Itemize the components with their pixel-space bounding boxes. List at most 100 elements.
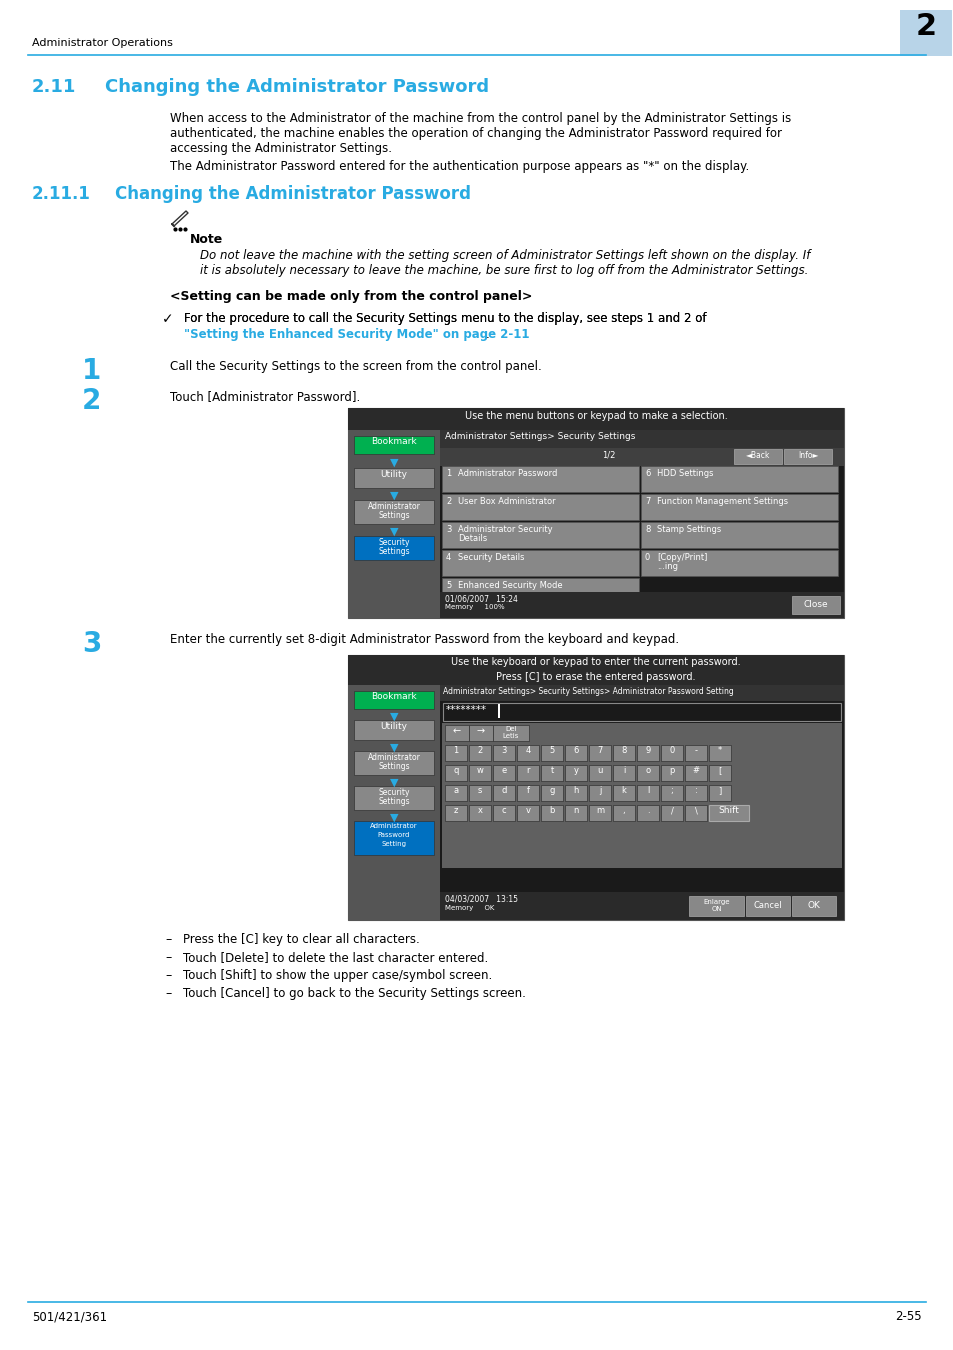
FancyBboxPatch shape (354, 720, 434, 740)
Text: p: p (669, 765, 674, 775)
FancyBboxPatch shape (791, 595, 840, 614)
FancyBboxPatch shape (493, 765, 515, 782)
Text: Close: Close (802, 599, 827, 609)
Text: x: x (477, 806, 482, 815)
Text: q: q (453, 765, 458, 775)
FancyBboxPatch shape (354, 536, 434, 560)
Text: –: – (165, 969, 172, 981)
Text: Touch [Shift] to show the upper case/symbol screen.: Touch [Shift] to show the upper case/sym… (183, 969, 492, 981)
FancyBboxPatch shape (660, 805, 682, 821)
Text: [Copy/Print]: [Copy/Print] (657, 554, 706, 562)
FancyBboxPatch shape (564, 765, 586, 782)
FancyBboxPatch shape (354, 821, 434, 855)
Text: Function Management Settings: Function Management Settings (657, 497, 787, 506)
Text: ◄Back: ◄Back (745, 451, 769, 460)
Text: Security Details: Security Details (457, 554, 524, 562)
Text: 6: 6 (573, 747, 578, 755)
Text: m: m (596, 806, 603, 815)
FancyBboxPatch shape (684, 805, 706, 821)
Text: 2.11.1: 2.11.1 (32, 185, 91, 202)
Text: authenticated, the machine enables the operation of changing the Administrator P: authenticated, the machine enables the o… (170, 127, 781, 140)
FancyBboxPatch shape (348, 684, 439, 919)
Text: .: . (485, 328, 489, 342)
Text: Touch [Cancel] to go back to the Security Settings screen.: Touch [Cancel] to go back to the Securit… (183, 987, 525, 1000)
Text: Setting: Setting (381, 841, 406, 846)
Text: Touch [Delete] to delete the last character entered.: Touch [Delete] to delete the last charac… (183, 950, 488, 964)
Text: v: v (525, 806, 530, 815)
FancyBboxPatch shape (613, 745, 635, 761)
Text: ;: ; (670, 786, 673, 795)
Text: i: i (622, 765, 624, 775)
FancyBboxPatch shape (708, 765, 730, 782)
Text: Administrator: Administrator (367, 502, 420, 512)
Text: Changing the Administrator Password: Changing the Administrator Password (115, 185, 471, 202)
Text: 8: 8 (620, 747, 626, 755)
FancyBboxPatch shape (444, 725, 469, 741)
FancyBboxPatch shape (354, 691, 434, 709)
Text: →: → (476, 726, 484, 736)
Text: Shift: Shift (718, 806, 739, 815)
Text: 3: 3 (446, 525, 451, 535)
FancyBboxPatch shape (444, 745, 467, 761)
FancyBboxPatch shape (708, 805, 748, 821)
FancyBboxPatch shape (493, 745, 515, 761)
Text: ▼: ▼ (390, 743, 397, 753)
Text: 3: 3 (500, 747, 506, 755)
Text: ←: ← (453, 726, 460, 736)
FancyBboxPatch shape (588, 784, 610, 801)
FancyBboxPatch shape (354, 500, 434, 524)
Text: /: / (670, 806, 673, 815)
Text: OK: OK (807, 900, 820, 910)
FancyBboxPatch shape (564, 805, 586, 821)
Text: 7: 7 (644, 497, 650, 506)
FancyBboxPatch shape (469, 784, 491, 801)
Text: Settings: Settings (377, 796, 410, 806)
Text: d: d (500, 786, 506, 795)
Text: z: z (454, 806, 457, 815)
FancyBboxPatch shape (684, 784, 706, 801)
Text: [: [ (718, 765, 720, 775)
FancyBboxPatch shape (684, 765, 706, 782)
Text: accessing the Administrator Settings.: accessing the Administrator Settings. (170, 142, 392, 155)
FancyBboxPatch shape (441, 494, 639, 520)
Text: Administrator: Administrator (370, 824, 417, 829)
Text: User Box Administrator: User Box Administrator (457, 497, 555, 506)
Text: 5: 5 (446, 580, 451, 590)
Text: 7: 7 (597, 747, 602, 755)
FancyBboxPatch shape (441, 549, 639, 576)
FancyBboxPatch shape (791, 896, 835, 917)
Text: –: – (165, 950, 172, 964)
Text: Administrator Operations: Administrator Operations (32, 38, 172, 49)
FancyBboxPatch shape (517, 805, 538, 821)
FancyBboxPatch shape (613, 784, 635, 801)
FancyBboxPatch shape (637, 765, 659, 782)
Text: e: e (501, 765, 506, 775)
FancyBboxPatch shape (493, 805, 515, 821)
Text: ✓: ✓ (162, 312, 173, 325)
Text: c: c (501, 806, 506, 815)
FancyBboxPatch shape (348, 655, 843, 671)
Text: HDD Settings: HDD Settings (657, 468, 713, 478)
FancyBboxPatch shape (588, 765, 610, 782)
Text: 9: 9 (644, 747, 650, 755)
Text: –: – (165, 933, 172, 946)
Text: 2: 2 (446, 497, 451, 506)
Text: 4: 4 (446, 554, 451, 562)
Text: 04/03/2007   13:15: 04/03/2007 13:15 (444, 894, 517, 903)
Text: Administrator Password: Administrator Password (457, 468, 557, 478)
Text: 6: 6 (644, 468, 650, 478)
Text: ]: ] (718, 786, 720, 795)
FancyBboxPatch shape (469, 725, 493, 741)
Text: 1: 1 (82, 356, 101, 385)
FancyBboxPatch shape (708, 745, 730, 761)
FancyBboxPatch shape (660, 765, 682, 782)
FancyBboxPatch shape (684, 745, 706, 761)
FancyBboxPatch shape (640, 522, 837, 548)
Text: ▼: ▼ (390, 813, 397, 823)
FancyBboxPatch shape (588, 745, 610, 761)
FancyBboxPatch shape (441, 522, 639, 548)
FancyBboxPatch shape (564, 745, 586, 761)
FancyBboxPatch shape (745, 896, 789, 917)
FancyBboxPatch shape (493, 784, 515, 801)
Text: h: h (573, 786, 578, 795)
